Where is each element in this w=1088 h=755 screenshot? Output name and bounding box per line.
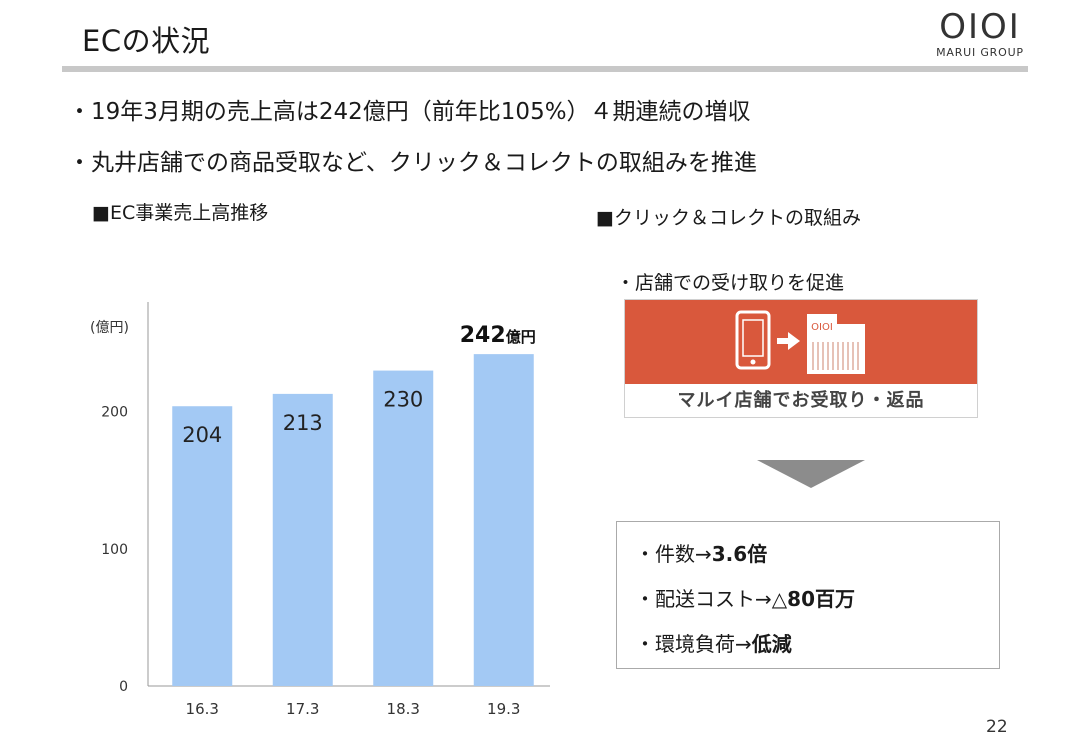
bar <box>473 354 534 686</box>
store-pickup-banner: OIOI マルイ店舗でお受取り・返品 <box>624 299 978 418</box>
y-tick-label: 200 <box>101 405 128 421</box>
smartphone-icon <box>735 310 771 370</box>
result-shipping-cost: ・配送コスト→△80百万 <box>635 583 855 612</box>
bar <box>373 370 434 686</box>
result-environment-label: ・環境負荷→ <box>635 632 752 656</box>
marui-group-logo: OIOI MARUI GROUP <box>930 8 1030 59</box>
store-building-icon: OIOI <box>807 314 865 374</box>
y-axis-unit-label: (億円) <box>90 320 129 336</box>
click-collect-heading: ■クリック＆コレクトの取組み <box>596 207 861 229</box>
bar <box>172 406 233 686</box>
result-orders-value: 3.6倍 <box>711 542 768 566</box>
bullet-sales: ・19年3月期の売上高は242億円（前年比105%）４期連続の増収 <box>68 99 751 125</box>
y-tick-label: 0 <box>119 679 128 695</box>
result-environment-value: 低減 <box>751 632 792 656</box>
store-logo-text: OIOI <box>811 322 833 333</box>
x-tick-label: 18.3 <box>387 700 420 718</box>
logo-subtext: MARUI GROUP <box>936 46 1024 59</box>
title-divider <box>62 66 1028 72</box>
result-orders-label: ・件数→ <box>635 542 712 566</box>
banner-illustration: OIOI <box>625 300 977 384</box>
x-tick-label: 16.3 <box>186 700 219 718</box>
store-pickup-bullet: ・店舗での受け取りを促進 <box>616 272 845 294</box>
down-arrow-icon <box>757 460 865 488</box>
result-environment: ・環境負荷→低減 <box>635 628 792 657</box>
ec-sales-chart: (億円) 0 100 200 16.3 204 17.3 213 18.3 230 19.3 242億… <box>90 302 550 718</box>
page-title: ECの状況 <box>82 24 211 58</box>
bar <box>272 393 333 686</box>
result-shipping-label: ・配送コスト→ <box>635 587 772 611</box>
ec-sales-heading: ■EC事業売上高推移 <box>92 202 269 224</box>
banner-label: マルイ店舗でお受取り・返品 <box>677 390 925 411</box>
result-shipping-value: △80百万 <box>771 587 855 611</box>
logo-mark: OIOI <box>939 7 1021 47</box>
y-tick-label: 100 <box>101 542 128 558</box>
x-tick-label: 17.3 <box>286 700 319 718</box>
highlight-unit: 億円 <box>506 328 536 346</box>
data-label: 213 <box>283 411 323 435</box>
data-label: 204 <box>182 423 222 447</box>
results-box: ・件数→3.6倍 ・配送コスト→△80百万 ・環境負荷→低減 <box>616 521 1000 669</box>
phone-to-store-illustration: OIOI <box>735 310 865 374</box>
data-label: 230 <box>383 388 423 412</box>
result-orders: ・件数→3.6倍 <box>635 538 767 567</box>
highlight-data-label: 242億円 <box>460 323 536 348</box>
page-number: 22 <box>986 717 1008 737</box>
x-tick-label: 19.3 <box>487 700 520 718</box>
bullet-click-collect: ・丸井店舗での商品受取など、クリック＆コレクトの取組みを推進 <box>68 150 757 176</box>
arrow-right-icon <box>777 332 800 350</box>
highlight-value: 242 <box>460 323 506 348</box>
